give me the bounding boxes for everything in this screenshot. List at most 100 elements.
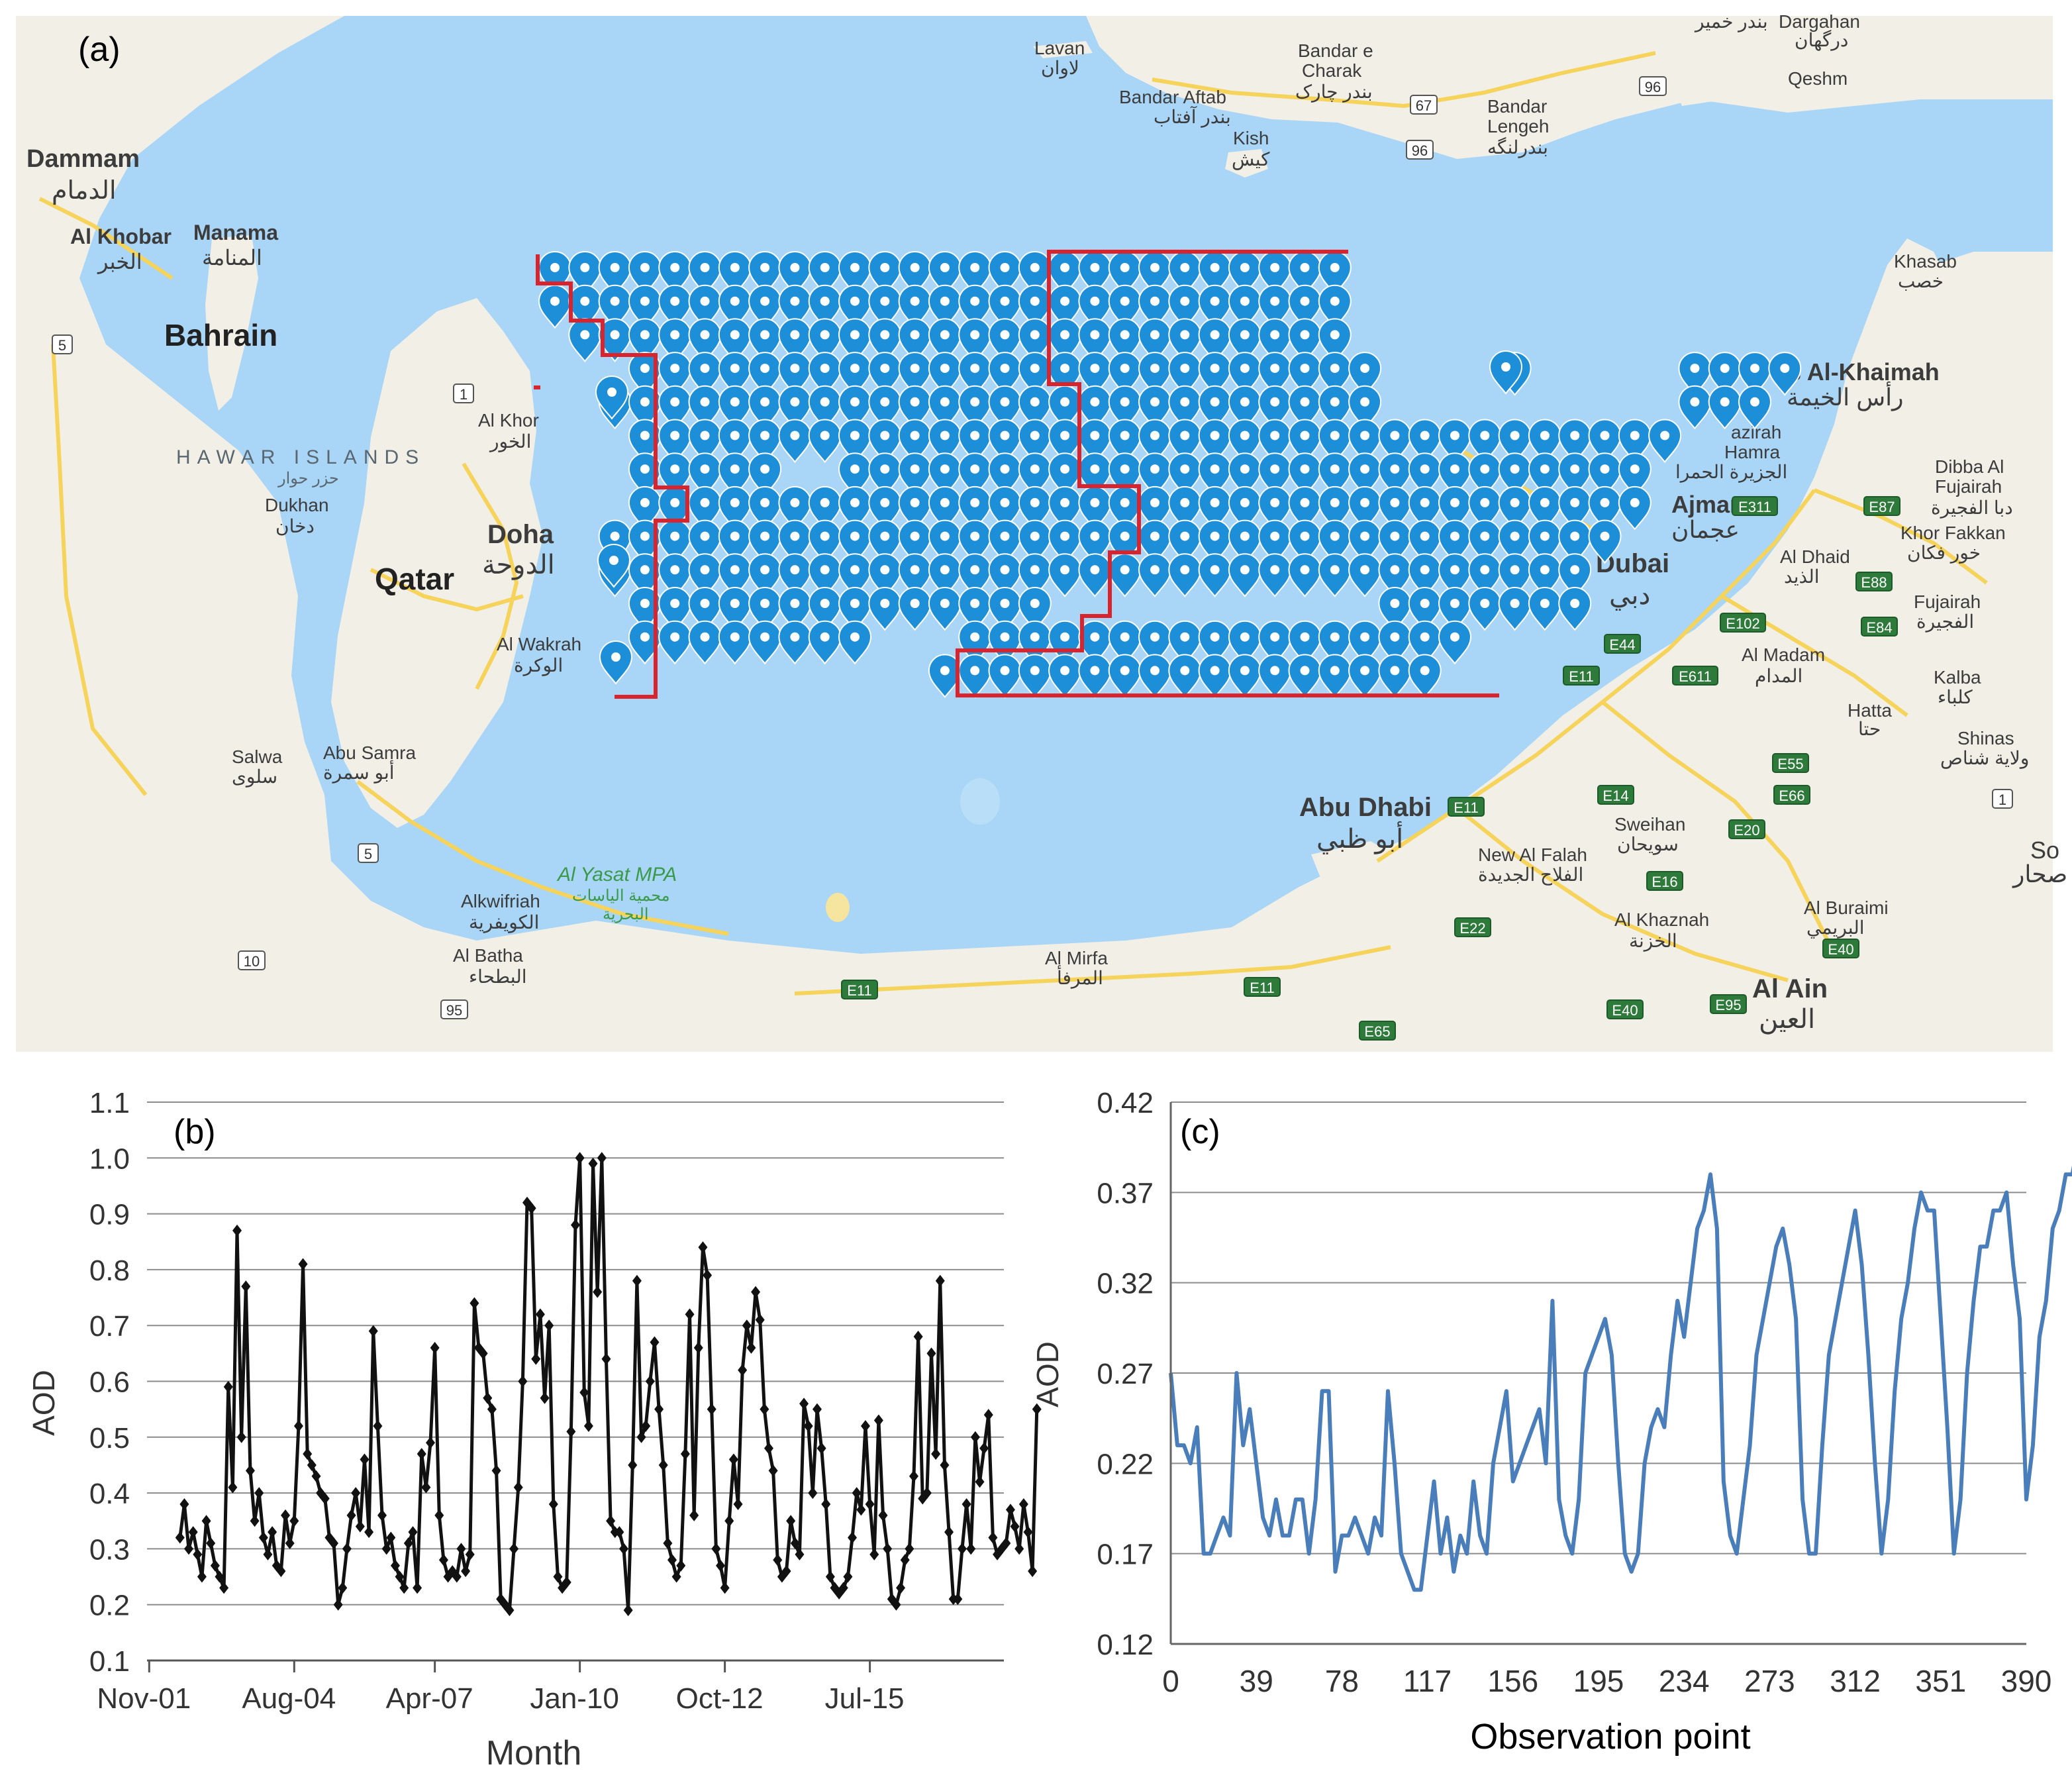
y-tick-label: 0.4 <box>89 1478 130 1510</box>
data-point <box>184 1543 194 1555</box>
place-label: Dibba Al <box>1935 456 2004 477</box>
data-point <box>373 1419 383 1432</box>
data-point <box>386 1531 396 1544</box>
place-label: Alkwifriah <box>461 891 540 911</box>
c-y-tick-labels: 0.12 0.17 0.22 0.27 0.32 0.37 0.42 <box>1097 1087 1154 1661</box>
data-point <box>179 1498 189 1510</box>
data-point <box>469 1297 479 1309</box>
data-point <box>1028 1565 1038 1578</box>
x-tick-label: 78 <box>1325 1664 1359 1698</box>
data-point <box>693 1341 703 1354</box>
data-point <box>526 1202 536 1215</box>
data-point <box>663 1537 673 1549</box>
data-point <box>618 1543 628 1555</box>
data-point <box>342 1543 352 1555</box>
data-point <box>417 1448 426 1460</box>
svg-text:1: 1 <box>460 386 468 403</box>
data-point <box>193 1548 203 1560</box>
data-point <box>509 1543 519 1555</box>
data-point <box>355 1520 365 1533</box>
x-tick-label: 195 <box>1573 1664 1624 1698</box>
data-point <box>685 1308 695 1321</box>
y-tick-label: 0.22 <box>1097 1448 1154 1480</box>
data-point <box>1032 1403 1042 1415</box>
data-point <box>966 1543 976 1555</box>
place-label: Al Yasat MPA <box>556 864 677 886</box>
road-shield: 1 <box>453 383 474 403</box>
place-label: المرفأ <box>1057 965 1103 989</box>
data-point <box>808 1487 818 1500</box>
series-line <box>1169 1165 2072 1592</box>
data-point <box>368 1325 378 1337</box>
data-point <box>790 1537 800 1549</box>
data-point <box>535 1308 545 1321</box>
x-tick-label: Oct-12 <box>676 1682 764 1715</box>
data-point <box>575 1152 585 1164</box>
road-shield: E44 <box>1604 634 1641 654</box>
place-label: Abu Dhabi <box>1299 793 1432 822</box>
road-shield: E11 <box>1244 977 1281 997</box>
data-point <box>289 1515 299 1527</box>
place-label: سلوى <box>232 766 277 788</box>
x-tick-label: 0 <box>1162 1664 1179 1698</box>
place-label: الذيد <box>1784 566 1820 587</box>
data-point <box>1005 1504 1015 1516</box>
road-shield: E11 <box>841 980 878 999</box>
place-label: s Al-Khaimah <box>1788 358 1940 385</box>
b-y-tick-labels: 0.1 0.2 0.3 0.4 0.5 0.6 0.7 0.8 0.9 1.0 1.1 <box>89 1087 130 1678</box>
data-point <box>544 1319 554 1332</box>
svg-text:E55: E55 <box>1777 756 1803 772</box>
map-panel[interactable]: (a) Dammam الدمام Al Khobar الخبر Manama… <box>16 11 2067 1052</box>
place-label: أبو ظبي <box>1316 821 1403 854</box>
data-point <box>236 1431 246 1443</box>
data-point <box>258 1531 268 1544</box>
b-y-axis-label: AOD <box>26 1370 61 1436</box>
data-point <box>742 1319 752 1332</box>
data-point <box>979 1442 989 1455</box>
y-tick-label: 0.17 <box>1097 1539 1154 1571</box>
data-point <box>825 1570 835 1583</box>
data-point <box>430 1341 440 1354</box>
data-point <box>1014 1543 1024 1555</box>
data-point <box>597 1152 607 1164</box>
x-tick-label: Aug-04 <box>242 1682 336 1715</box>
b-panel-label: (b) <box>173 1113 216 1151</box>
data-point <box>900 1554 910 1566</box>
place-label: الدمام <box>52 177 117 205</box>
place-label: لاوان <box>1041 58 1079 79</box>
y-tick-label: 0.3 <box>89 1533 130 1566</box>
data-point <box>364 1526 374 1539</box>
data-point <box>360 1453 370 1466</box>
data-point <box>799 1398 809 1410</box>
data-point <box>856 1504 866 1516</box>
qatar-peninsula <box>331 298 543 828</box>
road-shield: E22 <box>1454 917 1491 937</box>
x-tick-label: 156 <box>1487 1664 1538 1698</box>
svg-text:E11: E11 <box>1454 799 1479 816</box>
y-tick-label: 1.0 <box>89 1143 130 1175</box>
data-point <box>206 1537 216 1549</box>
data-point <box>760 1403 769 1415</box>
svg-text:E40: E40 <box>1612 1002 1638 1019</box>
place-label: Dargahan <box>1779 11 1860 32</box>
place-label: Al Ain <box>1752 974 1828 1003</box>
y-tick-label: 0.2 <box>89 1590 130 1622</box>
data-point <box>975 1476 985 1488</box>
data-point <box>755 1313 765 1326</box>
svg-text:E95: E95 <box>1715 997 1741 1013</box>
data-point <box>707 1403 716 1415</box>
data-point <box>623 1604 633 1617</box>
place-label: Al Batha <box>453 945 523 966</box>
road-shield: E40 <box>1606 999 1644 1019</box>
place-label: So <box>2030 837 2059 864</box>
y-tick-label: 0.6 <box>89 1366 130 1399</box>
data-point <box>1018 1498 1028 1510</box>
place-label: Qeshm <box>1788 68 1848 89</box>
data-point <box>645 1375 655 1388</box>
saudi-coast <box>16 16 477 1052</box>
data-point <box>241 1280 251 1293</box>
data-point <box>883 1543 893 1555</box>
data-point <box>395 1570 405 1583</box>
place-label: المنامة <box>202 246 262 270</box>
data-point <box>738 1364 748 1376</box>
